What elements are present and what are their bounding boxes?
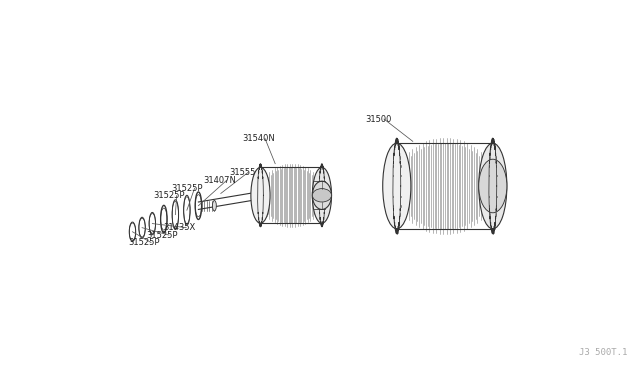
Text: 31500: 31500 [365, 115, 391, 124]
Text: 31435X: 31435X [163, 223, 195, 232]
Text: 31525P: 31525P [172, 184, 203, 193]
Ellipse shape [212, 201, 216, 211]
Ellipse shape [251, 167, 270, 223]
Text: J3 500T.1: J3 500T.1 [579, 348, 627, 357]
Ellipse shape [479, 159, 507, 213]
Ellipse shape [312, 181, 332, 209]
Text: 31555: 31555 [229, 168, 255, 177]
Ellipse shape [312, 189, 332, 202]
Text: 31407N: 31407N [204, 176, 236, 185]
Text: 31540N: 31540N [242, 134, 275, 143]
Ellipse shape [312, 167, 332, 223]
Text: 31525P: 31525P [128, 238, 159, 247]
Text: 31525P: 31525P [154, 191, 185, 200]
Text: 31525P: 31525P [146, 231, 177, 240]
Ellipse shape [479, 143, 507, 229]
Ellipse shape [383, 143, 411, 229]
